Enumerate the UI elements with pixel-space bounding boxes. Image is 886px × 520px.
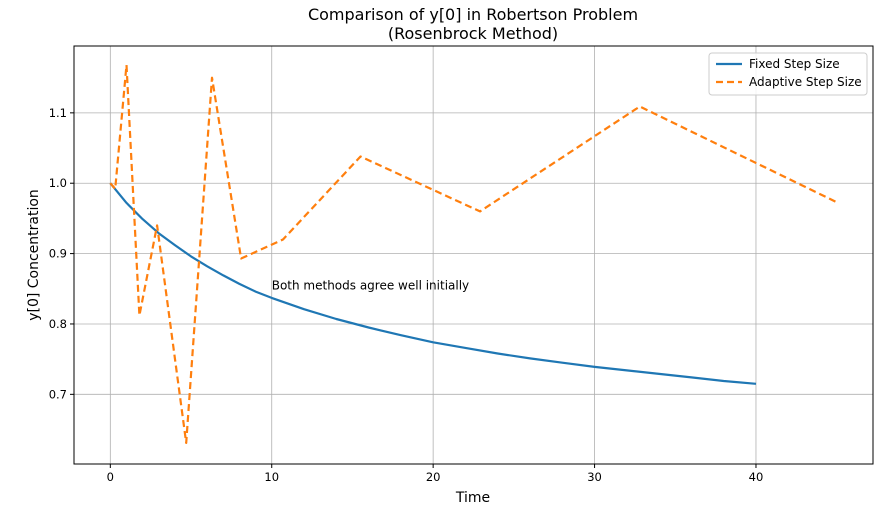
x-axis-label: Time	[455, 490, 490, 506]
y-axis-label: y[0] Concentration	[26, 189, 42, 321]
legend: Fixed Step Size Adaptive Step Size	[708, 52, 868, 96]
plot-frame	[73, 45, 874, 465]
chart-title-line-1: Comparison of y[0] in Robertson Problem	[308, 5, 638, 24]
x-tick-label: 40	[749, 470, 764, 484]
y-tick-label: 1.0	[49, 176, 67, 190]
y-tick-label: 0.9	[49, 247, 67, 261]
x-tick-label: 10	[264, 470, 279, 484]
legend-box	[708, 52, 868, 96]
x-tick-label: 30	[587, 470, 602, 484]
annotation-text: Both methods agree well initially	[272, 278, 469, 292]
series-line-fixed-step	[109, 182, 757, 385]
series-layer	[109, 63, 838, 444]
grid-layer	[74, 46, 873, 464]
chart-title-line-2: (Rosenbrock Method)	[388, 24, 558, 43]
x-axis: 0 10 20 30 40	[107, 464, 764, 484]
legend-label-fixed: Fixed Step Size	[749, 57, 840, 71]
y-tick-label: 0.8	[49, 317, 67, 331]
y-tick-label: 1.1	[49, 106, 67, 120]
y-tick-label: 0.7	[49, 387, 67, 401]
series-line-adaptive-step	[109, 63, 838, 444]
x-tick-label: 20	[426, 470, 441, 484]
y-axis: 0.7 0.8 0.9 1.0 1.1	[49, 106, 74, 401]
legend-label-adaptive: Adaptive Step Size	[749, 75, 862, 89]
x-tick-label: 0	[107, 470, 114, 484]
